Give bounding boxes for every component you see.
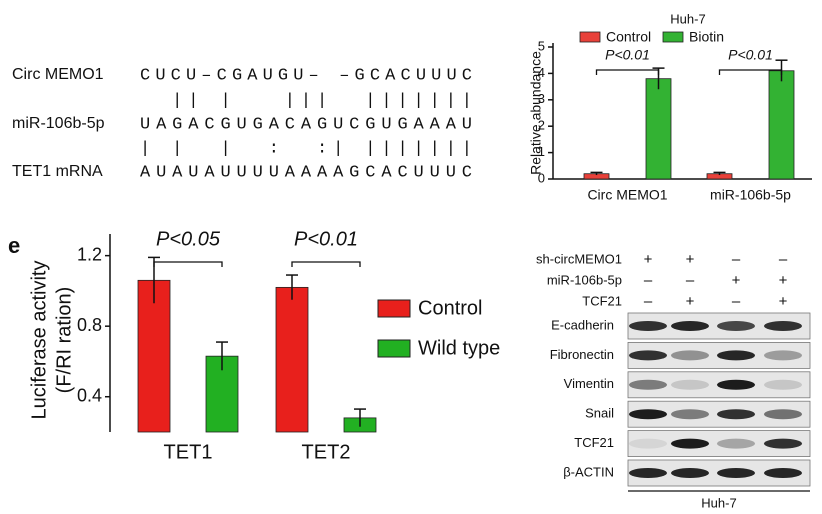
blot-band — [629, 379, 667, 390]
pairing: | | | : :| ||||||| — [140, 139, 472, 158]
condition-sign: + — [779, 272, 788, 289]
x-tick-label: TET2 — [302, 441, 351, 463]
significance-bracket — [718, 69, 783, 75]
pairing: || | ||| ||||||| — [140, 91, 472, 110]
blot-band — [671, 409, 709, 420]
error-bar — [713, 171, 726, 176]
significance-label: P<0.01 — [728, 47, 773, 63]
protein-label: TCF21 — [574, 435, 614, 450]
y-tick-label: 4 — [538, 65, 545, 80]
condition-label: TCF21 — [582, 293, 622, 308]
bar — [137, 279, 171, 433]
chart-title: Huh-7 — [670, 11, 705, 26]
significance-bracket — [153, 261, 223, 267]
y-tick-label: 0.8 — [77, 315, 102, 335]
y-tick-label: 5 — [538, 38, 545, 53]
y-axis-label: Luciferase activity — [28, 261, 50, 420]
blot-band — [671, 321, 709, 331]
error-bar — [590, 171, 603, 176]
condition-sign: – — [644, 293, 653, 310]
significance-label: P<0.05 — [156, 228, 221, 250]
y-axis-label: (F/RI ration) — [53, 287, 75, 394]
significance-label: P<0.01 — [294, 228, 358, 250]
y-tick-label: 1 — [538, 144, 545, 159]
protein-label: β-ACTIN — [563, 464, 614, 479]
condition-sign: + — [686, 251, 695, 268]
protein-label: Snail — [585, 406, 614, 421]
condition-sign: – — [686, 272, 695, 289]
sequence: CUCU–CGAUGU– –GCACUUUC — [140, 66, 472, 85]
blot-band — [717, 438, 755, 449]
protein-label: E-cadherin — [551, 317, 614, 332]
condition-sign: + — [779, 293, 788, 310]
legend-swatch — [662, 31, 684, 43]
bar — [768, 70, 795, 180]
error-bar — [286, 274, 298, 300]
blot-band — [764, 468, 802, 478]
y-axis-label: Relative abundance — [528, 51, 544, 175]
blot-band — [717, 409, 755, 420]
sequence: AUAUAUUUUAAAAGCACUUUC — [140, 163, 472, 182]
condition-sign: + — [732, 272, 741, 289]
blot-band — [717, 379, 755, 390]
error-bar — [354, 408, 366, 427]
y-tick-label: 0.4 — [77, 385, 102, 405]
blot-band — [629, 438, 667, 449]
legend-swatch — [579, 31, 601, 43]
alignment: Circ MEMO1 miR-106b-5p TET1 mRNA CUCU–CG… — [12, 66, 472, 182]
blot-band — [629, 350, 667, 361]
legend-label: Control — [606, 29, 651, 45]
x-tick-label: TET1 — [164, 441, 213, 463]
condition-label: sh-circMEMO1 — [536, 251, 622, 266]
legend-label: Biotin — [689, 29, 724, 45]
significance-bracket — [291, 261, 361, 267]
legend-swatch — [377, 339, 411, 358]
bar — [645, 78, 672, 180]
legend-swatch — [377, 299, 411, 318]
y-tick-label: 1.2 — [77, 244, 102, 264]
blot-band — [629, 468, 667, 478]
blot-band — [764, 438, 802, 449]
blot-band — [764, 350, 802, 361]
condition-sign: – — [644, 272, 653, 289]
blot-band — [764, 321, 802, 331]
cell-line-label: Huh-7 — [701, 495, 736, 510]
blot-band — [671, 468, 709, 478]
blot-band — [717, 350, 755, 361]
y-tick-label: 3 — [538, 91, 545, 106]
bar — [275, 286, 309, 433]
x-tick-label: Circ MEMO1 — [587, 187, 667, 203]
blot-band — [629, 321, 667, 331]
legend-label: Control — [418, 297, 482, 319]
condition-sign: – — [732, 293, 741, 310]
blot-band — [671, 350, 709, 361]
blot-band — [671, 438, 709, 449]
condition-sign: + — [644, 251, 653, 268]
sequence: UAGACGUGACAGUCGUGAAAU — [140, 115, 472, 134]
blot-band — [764, 409, 802, 420]
legend-label: Wild type — [418, 337, 500, 359]
blot-band — [717, 468, 755, 478]
error-bar — [216, 341, 228, 371]
panel-label: e — [8, 233, 20, 258]
significance-bracket — [595, 69, 660, 75]
protein-label: Fibronectin — [550, 347, 614, 362]
alignment-label: miR-106b-5p — [12, 115, 105, 132]
y-tick-label: 2 — [538, 118, 545, 133]
condition-sign: – — [732, 251, 741, 268]
y-tick-label: 0 — [538, 170, 545, 185]
blot-band — [629, 409, 667, 420]
condition-sign: – — [779, 251, 788, 268]
significance-label: P<0.01 — [605, 47, 650, 63]
blot-band — [717, 321, 755, 331]
alignment-label: Circ MEMO1 — [12, 66, 104, 83]
x-tick-label: miR-106b-5p — [710, 187, 791, 203]
condition-label: miR-106b-5p — [547, 272, 622, 287]
protein-label: Vimentin — [564, 376, 614, 391]
condition-sign: + — [686, 293, 695, 310]
blot-band — [764, 379, 802, 390]
blot-band — [671, 379, 709, 390]
alignment-label: TET1 mRNA — [12, 163, 103, 180]
